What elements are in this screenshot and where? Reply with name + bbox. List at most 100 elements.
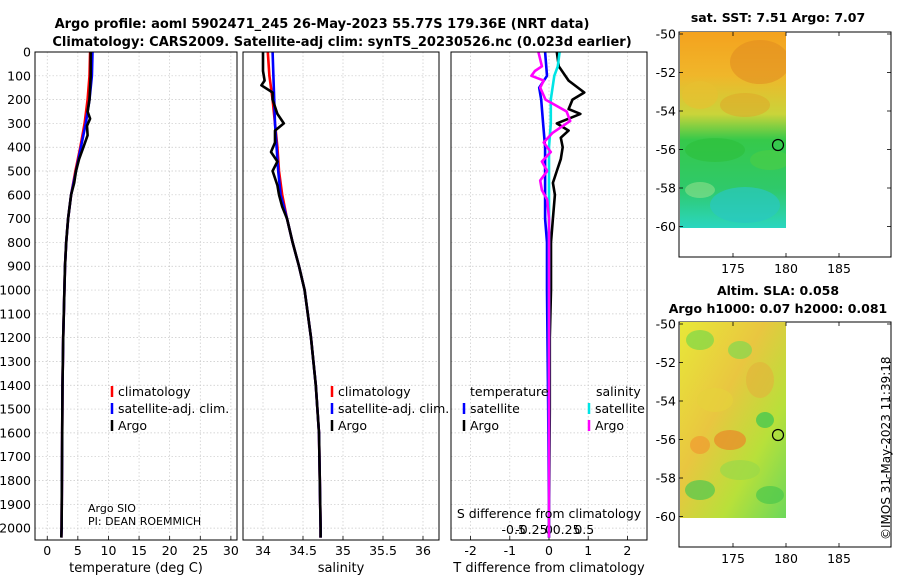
x-tick-label: 34 <box>255 543 271 558</box>
map-y-tick-label: -54 <box>656 394 676 409</box>
legend-label-temp-argo: Argo <box>470 418 499 433</box>
sla-map-image <box>680 322 786 518</box>
map-x-tick-label: 175 <box>721 551 745 566</box>
legend-label-satellite-adj: satellite-adj. clim. <box>118 401 229 416</box>
plot-area <box>243 52 439 540</box>
y-tick-label: 0 <box>23 45 31 60</box>
map-y-tick-label: -58 <box>656 181 676 196</box>
x-tick-label: 5 <box>74 543 82 558</box>
y-tick-label: 1800 <box>0 473 31 488</box>
sla-map-title-line-1: Altim. SLA: 0.058 <box>717 283 839 298</box>
map-y-tick-label: -60 <box>656 509 676 524</box>
x-tick-label: 15 <box>131 543 147 558</box>
xlabel-temperature: temperature (deg C) <box>69 561 203 576</box>
credit-institution: Argo SIO <box>88 502 136 515</box>
map-y-tick-label: -60 <box>656 219 676 234</box>
x-tick-label: 0 <box>43 543 51 558</box>
legend-label-sal-argo: Argo <box>595 418 624 433</box>
x-tick-label: 1 <box>584 543 592 558</box>
x-tick-label: 35 <box>335 543 351 558</box>
legend-label-argo: Argo <box>338 418 367 433</box>
series-line-salinity-argo <box>530 51 572 538</box>
y-tick-label: 400 <box>7 140 31 155</box>
xlabel-s-difference: S difference from climatology <box>457 506 642 521</box>
series-line-temperature-argo <box>547 51 586 538</box>
x-tick-label: -2 <box>464 543 476 558</box>
y-tick-label: 1700 <box>0 449 31 464</box>
map-x-tick-label: 185 <box>827 261 851 276</box>
credit-pi: PI: DEAN ROEMMICH <box>88 515 201 528</box>
salinity-panel: 34 34.5 35 35.5 36 <box>242 51 440 558</box>
title-line-2: Climatology: CARS2009. Satellite-adj cli… <box>52 35 631 50</box>
y-tick-label: 800 <box>7 235 31 250</box>
x-top-tick-label: -0.25 <box>515 522 547 537</box>
y-tick-label: 1100 <box>0 306 31 321</box>
legend-label-argo: Argo <box>118 418 147 433</box>
sst-map: sat. SST: 7.51 Argo: 7.07 -50-52-54-56-5… <box>656 10 892 276</box>
y-tick-label: 1900 <box>0 497 31 512</box>
map-y-tick-label: -56 <box>656 432 676 447</box>
x-top-tick-label: 0.5 <box>574 522 594 537</box>
xlabel-salinity: salinity <box>318 561 365 576</box>
salinity-legend: climatology satellite-adj. clim. Argo <box>330 384 449 433</box>
sst-map-axes: -50 -52 -54 -56 -58 -60 175 180 185 <box>656 27 891 276</box>
y-tick-label: 1600 <box>0 425 31 440</box>
legend-label-climatology: climatology <box>118 384 191 399</box>
x-tick-label: 30 <box>223 543 239 558</box>
map-x-tick-label: 185 <box>827 551 851 566</box>
x-tick-label: 20 <box>162 543 178 558</box>
plot-frame <box>242 51 440 541</box>
x-tick-label: 0 <box>545 543 553 558</box>
x-tick-label: 34.5 <box>289 543 317 558</box>
legend-title-temperature: temperature <box>470 384 549 399</box>
title-line-1: Argo profile: aoml 5902471_245 26-May-20… <box>55 17 590 32</box>
legend-label-sal-satellite: satellite <box>595 401 645 416</box>
map-y-tick-label: -54 <box>656 104 676 119</box>
map-y-tick-label: -52 <box>656 65 676 80</box>
difference-legend: temperature satellite Argo salinity sate… <box>462 384 645 433</box>
y-tick-label: 2000 <box>0 521 31 536</box>
y-tick-label: 300 <box>7 116 31 131</box>
sla-map-title-line-2: Argo h1000: 0.07 h2000: 0.081 <box>669 301 888 316</box>
x-top-tick-label: -0.5 <box>502 522 526 537</box>
map-y-tick-label: -52 <box>656 355 676 370</box>
x-top-tick-label: 0.25 <box>553 522 581 537</box>
series-line-argo <box>60 52 92 538</box>
y-tick-label: 1500 <box>0 402 31 417</box>
temperature-legend: climatology satellite-adj. clim. Argo <box>110 384 229 433</box>
sla-argo-location-marker <box>771 428 785 442</box>
map-x-tick-label: 175 <box>721 261 745 276</box>
side-timestamp: ©IMOS 31-May-2023 11:39:18 <box>879 356 893 540</box>
x-tick-label: 2 <box>623 543 631 558</box>
map-y-tick-label: -50 <box>656 27 676 42</box>
legend-label-climatology: climatology <box>338 384 411 399</box>
plot-frame <box>450 51 648 541</box>
y-tick-label: 1200 <box>0 330 31 345</box>
x-tick-label: -1 <box>504 543 516 558</box>
xlabel-t-difference: T difference from climatology <box>452 561 645 576</box>
legend-title-salinity: salinity <box>596 384 641 399</box>
map-y-tick-label: -58 <box>656 471 676 486</box>
y-tick-label: 200 <box>7 92 31 107</box>
y-tick-label: 1400 <box>0 378 31 393</box>
legend-label-temp-satellite: satellite <box>470 401 520 416</box>
legend-label-satellite-adj: satellite-adj. clim. <box>338 401 449 416</box>
map-x-tick-label: 180 <box>774 551 798 566</box>
map-y-tick-label: -56 <box>656 142 676 157</box>
series-line-argo <box>260 52 322 538</box>
temperature-panel: 0100200300400500600700800900100011001200… <box>0 45 239 559</box>
x-tick-label: 35.5 <box>369 543 397 558</box>
y-tick-label: 1300 <box>0 354 31 369</box>
sla-map-axes: -50 -52 -54 -56 -58 -60 175 180 185 <box>656 317 891 566</box>
sst-map-image <box>680 32 786 228</box>
x-tick-label: 25 <box>192 543 208 558</box>
y-tick-label: 1000 <box>0 283 31 298</box>
x-tick-label: 36 <box>415 543 431 558</box>
sla-map: Altim. SLA: 0.058 Argo h1000: 0.07 h2000… <box>656 283 892 566</box>
map-x-tick-label: 180 <box>774 261 798 276</box>
y-tick-label: 900 <box>7 259 31 274</box>
y-tick-label: 700 <box>7 211 31 226</box>
y-tick-label: 600 <box>7 187 31 202</box>
sst-argo-location-marker <box>771 138 785 152</box>
